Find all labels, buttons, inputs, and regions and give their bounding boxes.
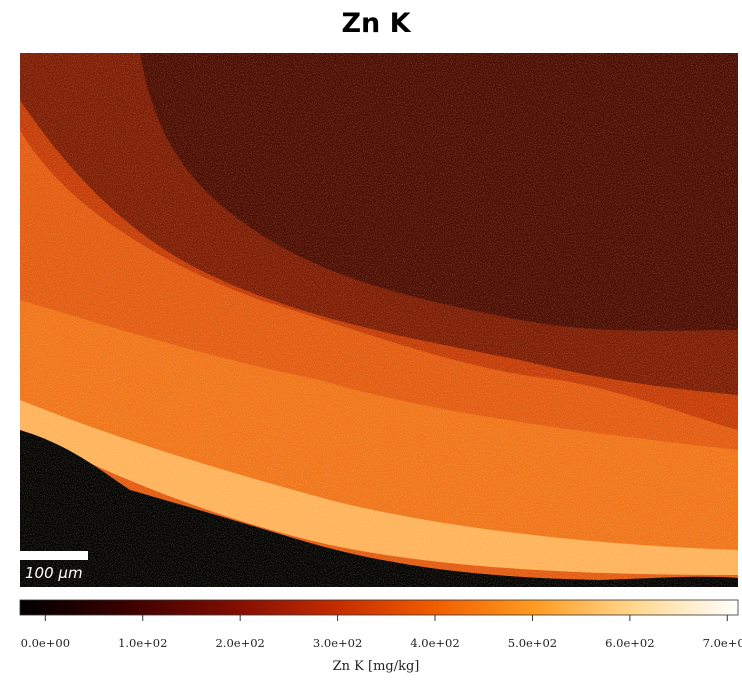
tick-label: 1.0e+02 [118,636,167,650]
scale-bar [20,551,88,560]
map-image: 100 μm [20,53,738,587]
tick-label: 7.0e+02 [703,636,742,650]
tick-label: 5.0e+02 [508,636,557,650]
tick-label: 6.0e+02 [605,636,654,650]
scale-bar-label: 100 μm [25,564,83,582]
colorbar [19,599,739,616]
tick-label: 3.0e+02 [313,636,362,650]
tick-label: 0.0e+00 [21,636,70,650]
tick-label: 2.0e+02 [215,636,264,650]
colorbar-label: Zn K [mg/kg] [333,659,420,674]
title: Zn K [341,8,411,39]
tick-label: 4.0e+02 [410,636,459,650]
